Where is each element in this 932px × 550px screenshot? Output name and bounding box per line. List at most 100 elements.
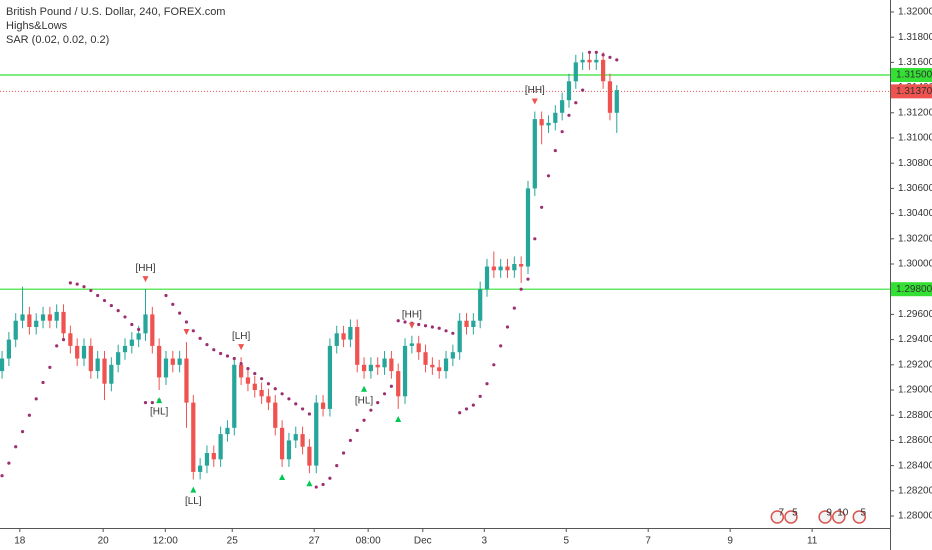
- y-tick-label: 1.28000: [898, 511, 932, 522]
- y-tick-label: 1.30200: [898, 233, 932, 244]
- candle-body: [484, 266, 490, 290]
- pivot-marker: [395, 415, 402, 422]
- sar-dot: [512, 306, 516, 310]
- pivot-marker: [142, 276, 149, 283]
- sar-dot: [178, 311, 182, 315]
- candle-body: [443, 358, 449, 372]
- candle-body: [170, 358, 175, 365]
- sar-dot: [458, 411, 462, 415]
- sar-dot: [266, 382, 271, 386]
- sar-dot: [225, 354, 230, 358]
- candle-body: [601, 59, 606, 82]
- pivot-marker: [183, 329, 190, 336]
- candle-body: [430, 364, 435, 368]
- candle-body: [259, 390, 264, 397]
- sar-dot: [280, 392, 284, 396]
- sar-dot: [48, 365, 52, 369]
- sar-dot: [300, 407, 305, 411]
- candle-body: [423, 352, 428, 365]
- sar-dot: [41, 380, 45, 385]
- candle-body: [471, 320, 476, 328]
- sar-dot: [348, 438, 352, 443]
- sar-dot: [540, 205, 544, 209]
- sar-dot: [34, 397, 38, 401]
- candle-body: [505, 266, 510, 271]
- pivot-label: [HL]: [150, 407, 169, 418]
- indicator-label: Highs&Lows: [6, 20, 68, 32]
- candle-body: [218, 434, 223, 460]
- sar-dot: [61, 338, 66, 342]
- plot-area: [HH] [LH] [HH] [HH] [HL] [LL] [HL]: [0, 50, 890, 507]
- candle-body: [437, 367, 442, 372]
- candle-body: [587, 59, 592, 63]
- candle-body: [314, 402, 319, 466]
- sar-dot: [444, 329, 448, 333]
- sar-dot: [328, 476, 332, 480]
- candle-body: [539, 119, 544, 126]
- pivot-marker: [408, 322, 415, 329]
- pivot-label: [HH]: [135, 263, 155, 274]
- sar-dot: [191, 329, 195, 333]
- sar-dot: [574, 101, 578, 105]
- candle-body: [409, 343, 414, 346]
- candle-body: [279, 427, 285, 460]
- candle-body: [109, 364, 114, 384]
- pivot-marker: [156, 397, 163, 404]
- y-tick-label: 1.29200: [898, 359, 932, 370]
- sar-dot: [505, 325, 510, 329]
- candle-body: [396, 371, 401, 397]
- event-count: 5: [792, 508, 798, 519]
- sar-dot: [369, 408, 373, 412]
- sar-dot: [294, 402, 298, 406]
- sar-dot: [27, 413, 31, 417]
- event-count: 7: [779, 508, 785, 519]
- candle-body: [40, 314, 46, 321]
- sar-dot: [171, 302, 175, 306]
- pivot-marker: [238, 344, 245, 351]
- sar-dot: [246, 366, 250, 371]
- pivot-label: [LL]: [185, 496, 202, 507]
- candle-body: [355, 327, 360, 365]
- sar-dot: [314, 485, 318, 489]
- candle-body: [614, 90, 619, 113]
- sar-dot: [519, 287, 523, 291]
- x-tick-label: 3: [481, 536, 487, 547]
- candle-body: [300, 434, 305, 447]
- level-label-box: [891, 282, 932, 297]
- candle-body: [512, 264, 517, 271]
- candle-body: [450, 352, 455, 359]
- sar-dot: [123, 315, 127, 319]
- sar-dot: [130, 322, 134, 327]
- candle-body: [61, 311, 66, 334]
- level-label-box: [891, 67, 932, 82]
- candle-body: [0, 358, 5, 372]
- sar-dot: [273, 387, 277, 391]
- candle-body: [532, 119, 537, 189]
- candle-body: [13, 320, 18, 340]
- event-count: 9: [826, 508, 832, 519]
- candle-body: [594, 59, 599, 63]
- sar-dot: [499, 344, 503, 348]
- sar-dot: [143, 401, 148, 405]
- pivot-marker: [306, 480, 313, 487]
- candle-body: [273, 402, 278, 428]
- candle-body: [75, 345, 80, 359]
- candle-body: [478, 289, 483, 321]
- x-tick-label: Dec: [414, 536, 432, 547]
- sar-dot: [96, 293, 100, 298]
- sar-dot: [341, 451, 346, 455]
- sar-dot: [219, 351, 223, 356]
- candle-body: [211, 453, 216, 460]
- sar-dot: [109, 303, 113, 308]
- pivot-label: [HL]: [355, 395, 374, 406]
- y-tick-label: 1.29000: [898, 385, 932, 396]
- sar-dot: [526, 277, 530, 281]
- x-tick-label: 18: [14, 536, 26, 547]
- sar-dot: [287, 397, 291, 401]
- sar-dot: [430, 325, 434, 329]
- sar-dot: [137, 327, 141, 332]
- sar-dot: [594, 50, 598, 54]
- event-flag: [818, 510, 832, 524]
- candle-body: [416, 343, 421, 353]
- candle-body: [245, 377, 251, 384]
